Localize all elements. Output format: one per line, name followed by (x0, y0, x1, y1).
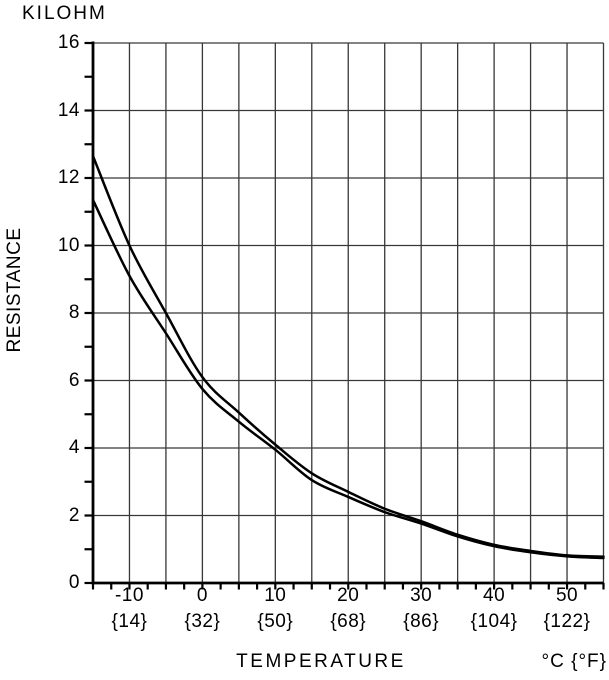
y-axis-unit-label: KILOHM (22, 3, 107, 24)
y-tick-label: 10 (57, 234, 80, 256)
x-tick-label-fahrenheit: {104} (470, 611, 518, 632)
y-tick-label: 2 (68, 504, 80, 526)
x-axis-title: TEMPERATURE (236, 651, 406, 672)
curve-lower-tolerance (91, 198, 605, 560)
x-tick-label-celsius: 10 (264, 585, 287, 606)
y-tick-label: 6 (68, 369, 80, 391)
x-tick-label-fahrenheit: {122} (543, 611, 591, 632)
x-tick-label-celsius: 40 (483, 585, 506, 606)
y-tick-label: 8 (68, 302, 80, 323)
curve-upper-tolerance (91, 154, 605, 558)
y-tick-label: 4 (68, 437, 80, 458)
x-tick-label-fahrenheit: {68} (330, 611, 367, 632)
y-tick-label: 16 (57, 32, 80, 53)
x-tick-label-fahrenheit: {14} (111, 611, 148, 632)
x-tick-label-fahrenheit: {32} (184, 611, 221, 632)
x-axis-unit-label: °C {°F} (541, 651, 607, 672)
x-tick-label-fahrenheit: {86} (403, 611, 440, 632)
x-tick-label-celsius: 50 (555, 585, 579, 606)
x-tick-label-fahrenheit: {50} (257, 611, 294, 632)
x-tick-label-celsius: 20 (337, 585, 360, 606)
y-tick-label: 12 (57, 167, 80, 188)
y-tick-label: 0 (68, 572, 80, 593)
x-tick-label-celsius: 0 (196, 585, 208, 606)
y-tick-label: 14 (57, 99, 80, 121)
x-tick-label-celsius: 30 (410, 585, 433, 606)
x-tick-label-celsius: -10 (114, 585, 144, 606)
